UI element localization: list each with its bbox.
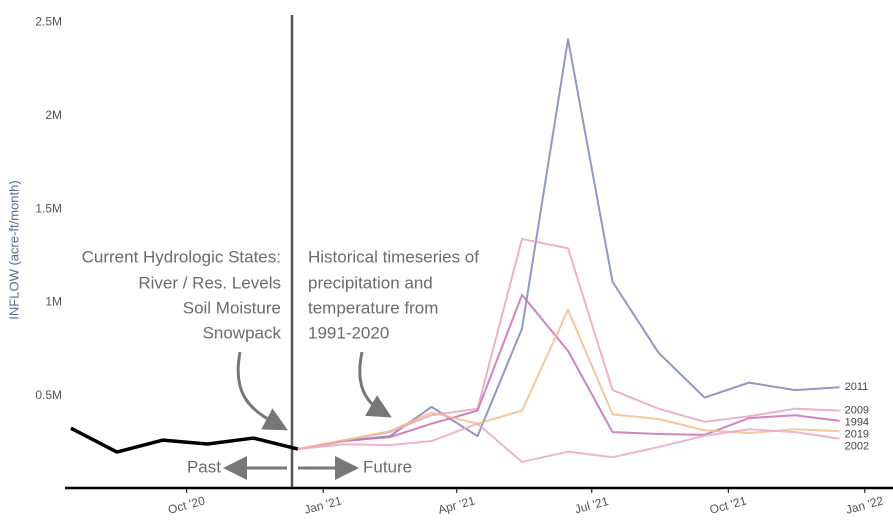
series-line — [297, 422, 840, 463]
y-tick-label: 2.5M — [35, 15, 62, 29]
x-tick-label: Jul '21 — [573, 494, 610, 516]
annotation: Historical timeseries of — [308, 247, 479, 266]
x-tick-label: Jan '22 — [844, 493, 885, 517]
x-tick-label: Oct '21 — [708, 493, 748, 516]
series-label: 1994 — [845, 417, 869, 429]
annotation: River / Res. Levels — [138, 273, 281, 292]
arrow — [236, 351, 288, 431]
annotation: Soil Moisture — [183, 298, 281, 317]
series-label: 2019 — [845, 429, 869, 441]
annotations: Current Hydrologic States: River / Res. … — [82, 247, 479, 480]
annotation: Snowpack — [203, 323, 282, 342]
series-label: 2011 — [845, 381, 869, 393]
series-line — [70, 426, 299, 454]
y-axis-label: INFLOW (acre-ft/month) — [6, 180, 21, 319]
annotation: precipitation and — [308, 273, 433, 292]
series-line — [297, 308, 840, 451]
x-tick-label: Oct '20 — [166, 493, 206, 516]
annotation: 1991-2020 — [308, 323, 389, 342]
y-tick-label: 0.5M — [35, 388, 62, 402]
annotation: Future — [363, 457, 412, 476]
annotation: Past — [187, 457, 221, 476]
series-label: 2002 — [845, 441, 869, 453]
annotation: Current Hydrologic States: — [82, 247, 281, 266]
y-tick-label: 2M — [45, 108, 62, 122]
series-line — [297, 38, 840, 451]
series-label: 2009 — [845, 405, 869, 417]
series-line — [297, 293, 840, 451]
x-tick-label: Apr '21 — [437, 493, 477, 516]
y-tick-label: 1M — [45, 295, 62, 309]
y-tick-label: 1.5M — [35, 201, 62, 215]
arrow — [358, 351, 392, 418]
annotation: temperature from — [308, 298, 438, 317]
x-tick-label: Jan '21 — [303, 493, 344, 517]
